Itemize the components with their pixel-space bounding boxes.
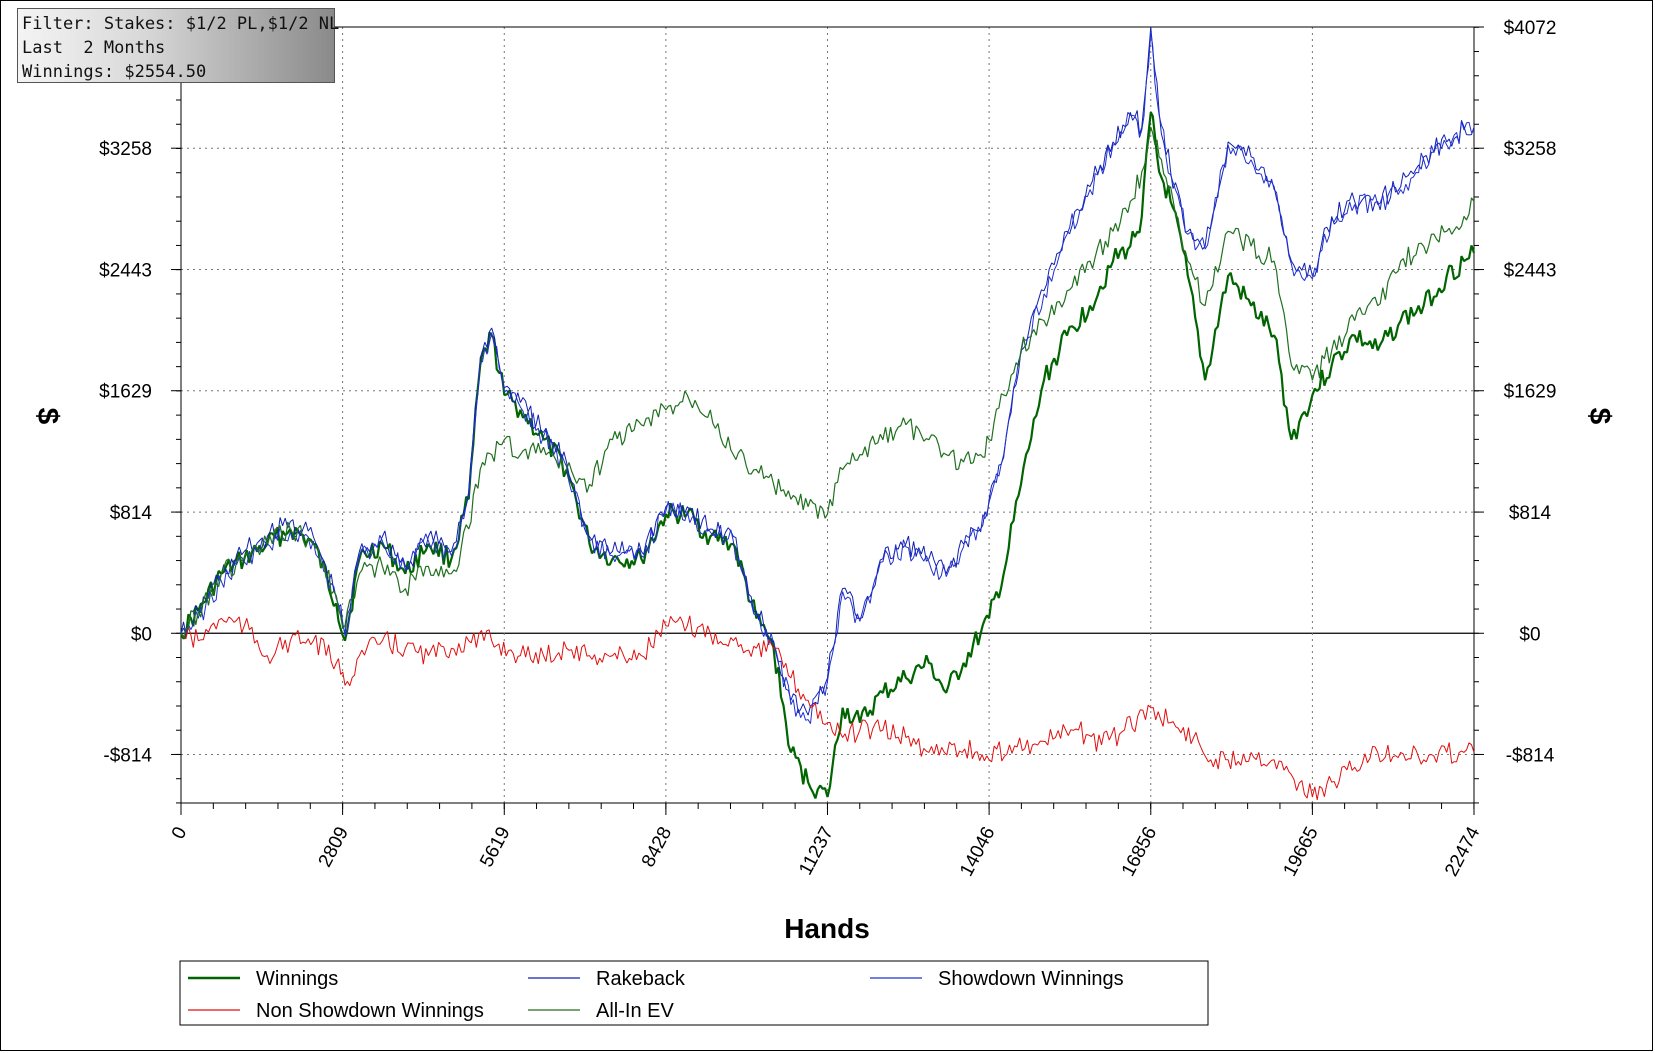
axis-ticks <box>171 26 1484 815</box>
y-axis-title-right: $ <box>1583 408 1616 425</box>
filter-info-box: Filter: Stakes: $1/2 PL,$1/2 NL Last 2 M… <box>17 8 340 83</box>
legend-label-winnings: Winnings <box>256 968 338 990</box>
legend: Winnings Rakeback Showdown Winnings Non Sho… <box>179 960 1209 1026</box>
y-tick-label-left: $2443 <box>99 261 152 282</box>
y-tick-label-right: $2443 <box>1504 261 1557 282</box>
y-tick-label-right: -$814 <box>1506 745 1555 766</box>
winnings-text: Winnings: $2554.50 <box>22 62 207 82</box>
y-tick-label-right: $814 <box>1509 503 1552 524</box>
y-tick-label-right: $1629 <box>1504 382 1557 403</box>
x-tick-label: 5619 <box>476 823 514 870</box>
x-tick-label: 11237 <box>795 823 838 878</box>
series-line-showdown-winnings <box>180 31 1475 724</box>
series-line-winnings <box>180 111 1476 799</box>
legend-box <box>179 960 1209 1026</box>
y-tick-label-right: $4072 <box>1504 18 1557 39</box>
y-axis-left-labels: -$814$0$814$1629$2443$3258$4072 <box>99 18 152 766</box>
x-tick-label: 2809 <box>315 823 353 870</box>
plot-border <box>180 26 1475 804</box>
legend-label-all-in-ev: All-In EV <box>596 1000 674 1022</box>
x-tick-label: 22474 <box>1441 823 1485 880</box>
y-tick-label-left: $814 <box>110 503 153 524</box>
series-lines <box>180 26 1476 800</box>
x-tick-label: 16856 <box>1118 823 1161 880</box>
x-tick-label: 14046 <box>956 823 999 880</box>
legend-label-non-showdown-winnings: Non Showdown Winnings <box>256 1000 484 1022</box>
period-text: Last 2 Months <box>22 38 166 58</box>
y-axis-right-labels: -$814 $0 $814 $1629 $2443 $3258 $4072 <box>1504 18 1557 766</box>
grid-lines <box>181 26 1474 803</box>
series-line-non-showdown-winnings <box>180 615 1475 800</box>
series-line-all-in-ev <box>180 126 1475 638</box>
y-tick-label-right: $3258 <box>1504 139 1557 160</box>
x-tick-label: 0 <box>168 823 192 842</box>
y-tick-label-left: -$814 <box>103 745 152 766</box>
x-tick-label: 19665 <box>1279 823 1322 880</box>
y-tick-label-right: $0 <box>1519 624 1540 645</box>
filter-text: Filter: Stakes: $1/2 PL,$1/2 NL <box>22 14 340 34</box>
legend-label-showdown-winnings: Showdown Winnings <box>938 968 1124 990</box>
y-tick-label-left: $0 <box>131 624 152 645</box>
legend-label-rakeback: Rakeback <box>596 968 686 990</box>
y-tick-label-left: $3258 <box>99 139 152 160</box>
x-tick-label: 8428 <box>638 823 676 870</box>
x-axis-title: Hands <box>784 913 870 944</box>
y-axis-title-left: $ <box>31 408 64 425</box>
y-tick-label-left: $1629 <box>99 382 152 403</box>
x-axis-labels: 0 2809 5619 8428 11237 14046 16856 19665 22474 <box>168 823 1485 880</box>
